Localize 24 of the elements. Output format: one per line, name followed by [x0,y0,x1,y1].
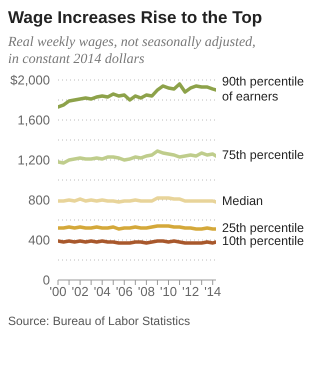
series-label: 25th percentile [222,221,304,236]
x-tick-label: '06 [116,284,133,300]
x-tick-label: '12 [182,284,200,300]
x-tick-label: '04 [94,284,111,300]
y-tick-label: 400 [28,232,50,248]
x-tick-label: '10 [160,284,177,300]
series-label: Median [222,194,264,208]
y-tick-label: 1,200 [17,152,50,168]
y-tick-label: 1,600 [17,112,50,128]
line-series [58,149,216,165]
chart-title: Wage Increases Rise to the Top [8,8,264,28]
x-tick-label: '14 [204,284,222,300]
y-tick-label: 0 [42,272,50,288]
x-tick-label: '08 [138,284,155,300]
series-label: 10th percentile [222,234,304,248]
y-tick-label: $2,000 [10,72,50,88]
source-note: Source: Bureau of Labor Statistics [8,314,192,328]
series-label: 75th percentile [222,148,304,162]
y-tick-label: 800 [28,192,50,208]
x-tick-label: '00 [50,284,66,300]
x-tick-label: '02 [72,284,89,300]
chart-subtitle: Real weekly wages, not seasonally adjusted, in constant 2014 dollars [8,34,257,68]
line-series [58,82,216,109]
series-label: 90th percentile of earners [222,74,304,104]
